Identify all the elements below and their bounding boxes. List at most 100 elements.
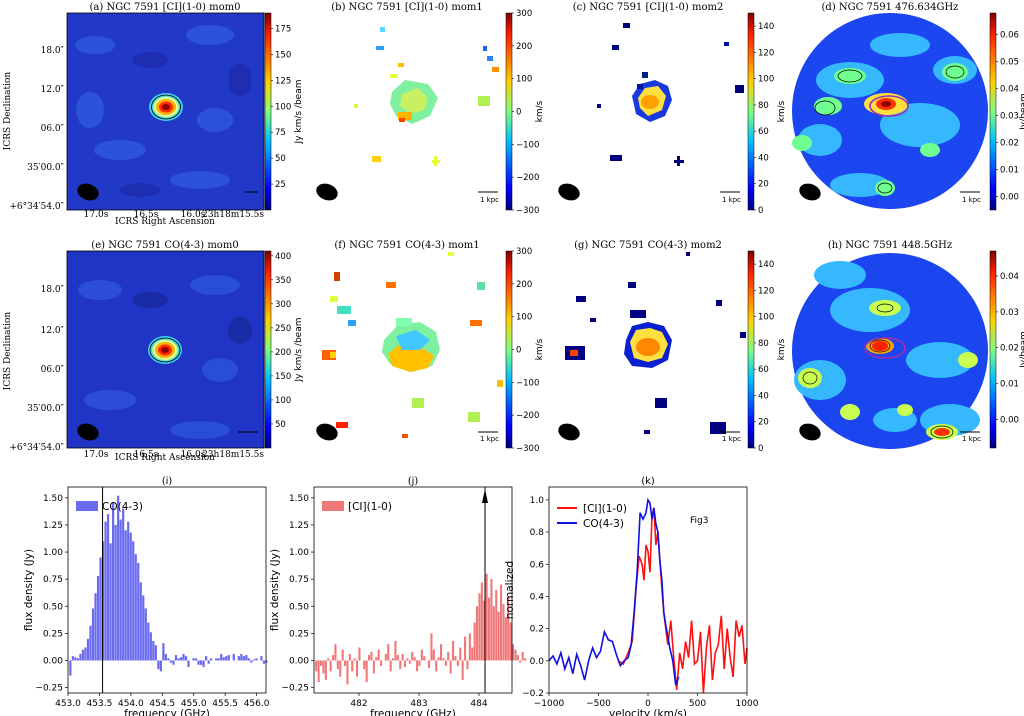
bar (389, 660, 392, 672)
colorbar-e-tick-label: 150 (275, 372, 291, 382)
bar (222, 657, 225, 661)
bar (488, 597, 491, 661)
colorbar-b-tick-label: 100 (516, 75, 532, 85)
bar (420, 649, 423, 661)
bar (332, 655, 335, 661)
colorbar-h-tick-label: 0.02 (1000, 344, 1019, 354)
bar (81, 649, 85, 661)
colorbar-h-tick-label: 0.04 (1000, 272, 1019, 282)
map-e-xtick-2: 16.5s (134, 450, 159, 460)
map-a-title: (a) NGC 7591 [CI](1-0) mom0 (90, 2, 241, 13)
bar (262, 660, 266, 664)
colorbar-e: 50 100 150 200 250 300 350 400 Jy km/s /beam (264, 250, 304, 449)
colorbar-e-tick-label: 350 (275, 276, 291, 286)
colorbar-d-tick-label: 0.01 (1000, 166, 1019, 176)
bar (71, 656, 74, 661)
bar (416, 660, 419, 672)
colorbar-g-tick-label: 140 (758, 260, 774, 270)
bar (109, 543, 112, 661)
bar (380, 660, 383, 666)
legend-label: [CI](1-0) (348, 501, 392, 513)
bar (334, 644, 337, 661)
chart-0-panel-label: (i) (162, 476, 173, 487)
colorbar-c-tick-label: 20 (758, 180, 769, 190)
bar (322, 660, 325, 674)
colorbar-c-tick-label: 60 (758, 127, 769, 137)
bar (317, 660, 320, 683)
colorbar-h: 0.04 0.03 0.02 0.01 0.00 Jy/beam (989, 250, 1024, 449)
bar (157, 660, 160, 670)
colorbar-f-tick-label: 100 (516, 313, 532, 323)
colorbar-b-tick-label: −100 (516, 140, 539, 150)
chart-2-ylabel: normalized (504, 561, 516, 619)
scalebar-b: 1 kpc (480, 196, 499, 204)
bar (490, 579, 493, 661)
bar (232, 653, 235, 661)
x-tick-label: 500 (689, 699, 706, 709)
bar (468, 633, 471, 661)
colorbar-h-gradient (989, 250, 997, 449)
bar (179, 657, 183, 661)
colorbar-b: 300 200 100 0 −100 −200 −300 km/s (505, 9, 545, 216)
map-panel-h: (h) NGC 7591 448.5GHz 1 kpc (792, 240, 988, 449)
bar (344, 660, 347, 666)
colorbar-a-tick-label: 150 (275, 50, 291, 60)
map-a-ytick-5: +6°34′54.0″ (9, 202, 64, 212)
bar (365, 660, 368, 683)
colorbar-a-label: Jy km/s /beam (294, 80, 304, 145)
bar (454, 656, 457, 661)
colorbar-c-tick-label: 140 (758, 22, 774, 32)
y-tick-label: 1.25 (289, 521, 309, 531)
map-e-xtick-1: 17.0s (84, 450, 109, 460)
map-h-title: (h) NGC 7591 448.5GHz (828, 240, 952, 251)
bar (370, 651, 373, 661)
map-a-ylabel: ICRS Declination (3, 72, 13, 151)
colorbar-b-tick-label: 200 (516, 42, 532, 52)
map-panel-f: (f) NGC 7591 CO(4-3) mom1 1 kpc (309, 240, 506, 448)
map-e-ytick-2: 12.0″ (41, 326, 65, 336)
map-a-xlabel: ICRS Right Ascension (115, 217, 215, 227)
colorbar-a-gradient (264, 12, 272, 211)
colorbar-d-tick-label: 0.05 (1000, 58, 1019, 68)
colorbar-g-label: km/s (777, 338, 787, 360)
chart-1-ylabel: flux density (Jy) (269, 549, 281, 631)
bar (500, 584, 503, 661)
bar (480, 582, 483, 661)
bar (346, 660, 349, 685)
bar (247, 658, 250, 661)
map-g-title: (g) NGC 7591 CO(4-3) mom2 (574, 240, 722, 251)
bar (149, 632, 152, 661)
colorbar-b-tick-label: −200 (516, 173, 539, 183)
bar (476, 606, 479, 661)
y-tick-label: 0.75 (43, 575, 63, 585)
x-tick-label: 484 (470, 699, 487, 709)
chart-2-panel-label: (k) (641, 476, 655, 487)
bar (504, 617, 507, 661)
colorbar-a-tick-label: 25 (275, 180, 286, 190)
bar (127, 521, 130, 661)
bar (509, 622, 512, 661)
bar (245, 655, 248, 661)
bar (174, 655, 178, 661)
colorbar-b-gradient (505, 12, 513, 211)
map-panel-g: (g) NGC 7591 CO(4-3) mom2 1 kpc (551, 240, 748, 448)
y-tick-label: 0.0 (530, 657, 545, 667)
bar (192, 658, 195, 661)
bar (428, 660, 431, 669)
colorbar-d-gradient (989, 12, 997, 211)
bar (197, 660, 200, 665)
colorbar-f-gradient (505, 250, 513, 449)
colorbar-g-tick-label: 100 (758, 313, 774, 323)
bar (368, 655, 371, 661)
series-line-1 (548, 497, 680, 686)
map-a-xtick-4: 23h18m15.5s (202, 210, 264, 220)
bar (134, 554, 137, 661)
bar (159, 660, 162, 672)
scalebar-d: 1 kpc (962, 196, 981, 204)
bar (456, 660, 459, 666)
bar (132, 541, 135, 661)
scalebar-g: 1 kpc (722, 435, 741, 443)
map-a-xtick-2: 16.5s (134, 210, 159, 220)
